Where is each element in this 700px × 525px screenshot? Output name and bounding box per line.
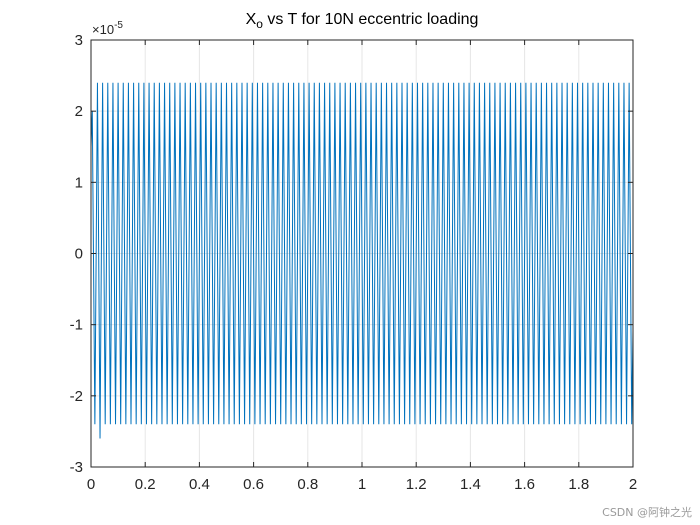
x-tick-label: 2 [629, 476, 637, 493]
x-tick-label: 0 [87, 476, 95, 493]
y-exponent-power: -5 [114, 20, 123, 31]
title-subscript: o [256, 17, 263, 31]
x-tick-label: 0.6 [243, 476, 264, 493]
plot-series [90, 82, 634, 439]
y-tick-label: -3 [70, 459, 83, 476]
x-tick-label: 1.4 [460, 476, 481, 493]
title-rest: vs T for 10N eccentric loading [263, 11, 479, 28]
x-tick-label: 0.2 [135, 476, 156, 493]
y-exponent-base: ×10 [92, 22, 114, 37]
x-tick-label: 1.8 [568, 476, 589, 493]
y-tick-label: 0 [75, 246, 83, 263]
title-prefix: X [246, 11, 257, 28]
chart-title: Xo vs T for 10N eccentric loading [246, 11, 479, 31]
y-axis-ticks: -3 -2 -1 0 1 2 3 [70, 32, 633, 476]
y-axis-exponent: ×10-5 [92, 20, 123, 37]
x-tick-label: 1 [358, 476, 366, 493]
y-tick-label: 3 [75, 32, 83, 49]
y-tick-label: 1 [75, 174, 83, 191]
x-tick-label: 0.4 [189, 476, 210, 493]
x-tick-label: 1.6 [514, 476, 535, 493]
watermark: CSDN @阿钟之光 [602, 506, 692, 519]
y-tick-label: 2 [75, 103, 83, 120]
y-tick-label: -2 [70, 388, 83, 405]
x-axis-ticks: 0 0.2 0.4 0.6 0.8 1 1.2 1.4 1.6 1.8 2 [87, 40, 637, 493]
series-line-xo [90, 82, 634, 439]
x-tick-label: 0.8 [297, 476, 318, 493]
y-tick-label: -1 [70, 317, 83, 334]
x-tick-label: 1.2 [406, 476, 427, 493]
